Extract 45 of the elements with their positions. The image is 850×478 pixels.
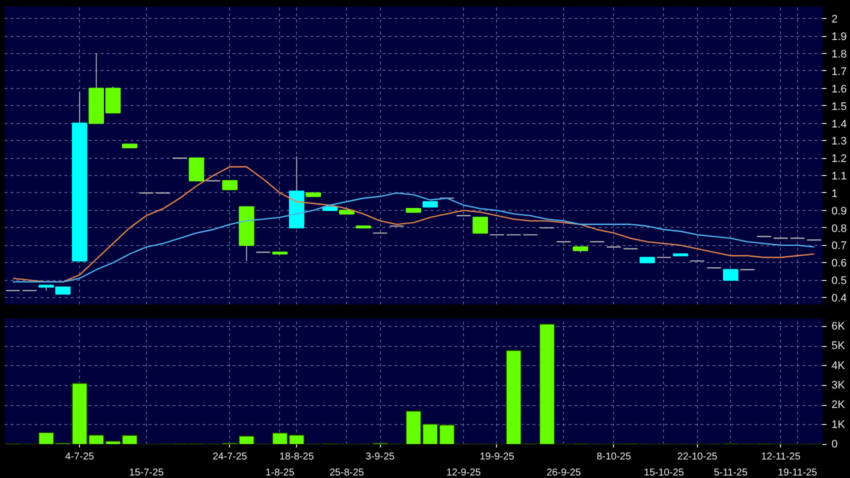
y-tick-label: 3K — [832, 379, 846, 392]
y-tick-label: 1.8 — [832, 48, 847, 61]
x-tick-label: 15-10-25 — [644, 468, 684, 478]
y-tick-label: 1.4 — [832, 118, 847, 130]
y-tick-label: 0.6 — [832, 258, 847, 270]
y-tick-label: 5K — [832, 340, 846, 352]
x-tick-label: 24-7-25 — [212, 452, 248, 462]
y-tick-label: 1.5 — [832, 100, 847, 113]
x-tick-label: 22-10-25 — [677, 452, 718, 462]
y-tick-label: 1.2 — [832, 153, 847, 166]
line-series — [12, 166, 815, 282]
y-tick-label: 1 — [832, 188, 838, 200]
x-tick-label: 5-11-25 — [714, 468, 748, 478]
x-tick-label: 3-9-25 — [366, 452, 396, 462]
x-tick-label: 25-8-25 — [329, 468, 364, 478]
x-tick-label: 4-7-25 — [65, 452, 95, 462]
y-tick-label: 1.3 — [832, 136, 847, 148]
y-tick-label: 1.7 — [832, 66, 847, 78]
x-tick-label: 19-11-25 — [778, 468, 818, 478]
x-tick-label: 18-8-25 — [279, 452, 314, 462]
y-tick-label: 6K — [832, 320, 846, 332]
y-tick-label: 1K — [832, 418, 846, 431]
candlestick — [188, 158, 204, 182]
candlestick — [722, 269, 738, 281]
x-tick-label: 26-9-25 — [546, 468, 582, 478]
y-tick-label: 2 — [832, 14, 838, 26]
y-tick-label: 1.9 — [832, 31, 847, 44]
y-tick-label: 0 — [832, 438, 838, 450]
y-tick-label: 0.4 — [832, 292, 847, 305]
y-tick-label: 0.8 — [832, 222, 847, 235]
y-tick-label: 4K — [832, 360, 846, 372]
y-tick-label: 2K — [832, 399, 846, 412]
y-tick-label: 1.1 — [832, 170, 847, 183]
y-tick-label: 0.7 — [832, 240, 847, 252]
x-tick-label: 8-10-25 — [596, 452, 632, 462]
x-tick-label: 1-8-25 — [265, 468, 295, 478]
x-tick-label: 12-9-25 — [446, 468, 482, 478]
line-series — [12, 192, 815, 282]
x-tick-label: 19-9-25 — [480, 452, 515, 462]
y-tick-label: 0.5 — [832, 275, 847, 288]
x-tick-label: 15-7-25 — [129, 468, 164, 478]
y-tick-label: 0.9 — [832, 205, 847, 218]
x-tick-label: 12-11-25 — [761, 452, 801, 462]
y-tick-label: 1.6 — [832, 83, 847, 96]
candlestick — [472, 216, 488, 234]
